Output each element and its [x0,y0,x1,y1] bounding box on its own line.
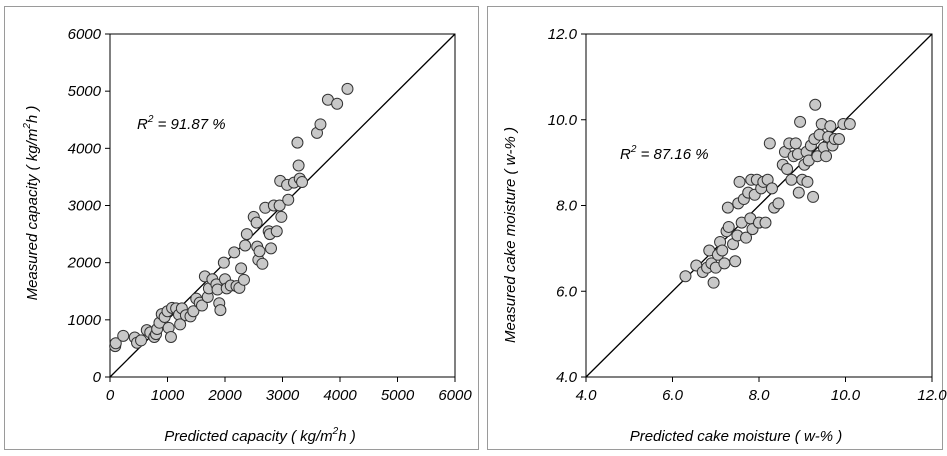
data-point [174,318,187,331]
y-tick-label: 4000 [68,140,102,157]
y-tick-label: 1000 [68,312,102,329]
data-point [187,305,200,318]
data-point [239,239,252,252]
x-tick-label: 3000 [266,387,300,404]
data-point [729,255,742,268]
data-point [237,273,250,286]
data-point [235,262,248,275]
data-point [282,193,295,206]
x-tick-label: 4000 [323,387,357,404]
data-point [718,257,731,270]
data-point [296,176,309,189]
data-point [679,270,692,283]
data-point [217,256,230,269]
data-point [228,246,241,259]
data-point [270,225,283,238]
data-point [794,115,807,128]
y-tick-label: 6000 [68,26,102,43]
data-point [314,118,327,131]
data-point [164,330,177,343]
x-tick-label: 1000 [151,387,185,404]
data-point [785,173,798,186]
x-tick-label: 6.0 [662,387,684,404]
data-point [763,137,776,150]
x-tick-label: 2000 [207,387,242,404]
x-axis-title: Predicted capacity ( kg/m2h ) [164,426,355,445]
data-point [196,299,208,312]
data-point [707,276,720,289]
data-point [759,216,772,229]
data-point [781,163,794,176]
data-point [341,82,354,95]
data-point [331,97,344,110]
data-point [273,199,286,212]
data-point [772,197,785,210]
capacity-scatter-chart: 0 1000 2000 3000 4000 5000 6000 0 1000 2000 3000 40… [22,26,472,445]
data-point [722,220,735,233]
x-tick-label: 8.0 [749,387,771,404]
chart-panel-moisture: 4.0 6.0 8.0 10.0 12.0 4.0 6.0 8.0 10.0 12.0 R2 = … [487,6,947,450]
data-point [265,242,277,255]
y-tick-label: 2000 [67,255,102,272]
data-point [809,98,822,111]
data-point [843,118,856,131]
data-point [716,244,729,257]
data-point [240,228,253,241]
r2-annotation: R2 = 87.16 % [620,144,709,163]
data-point [109,337,122,350]
data-point [721,201,734,214]
x-axis-title: Predicted cake moisture ( w-% ) [630,428,843,445]
data-point [117,329,130,342]
r2-annotation: R2 = 91.87 % [137,114,226,133]
data-point [789,137,802,150]
x-tick-label: 5000 [381,387,415,404]
y-tick-label: 12.0 [548,26,578,43]
moisture-scatter-chart: 4.0 6.0 8.0 10.0 12.0 4.0 6.0 8.0 10.0 12.0 R2 = … [502,26,947,445]
data-point [807,190,820,203]
data-point [824,120,837,133]
y-tick-label: 0 [93,369,102,386]
data-point [256,257,269,270]
y-tick-label: 10.0 [548,112,578,129]
chart-panel-capacity: 0 1000 2000 3000 4000 5000 6000 0 1000 2000 3000 40… [4,6,479,450]
data-point [801,175,814,188]
y-axis-title: Measured capacity ( kg/m2h ) [22,106,41,301]
data-point [250,216,263,229]
x-tick-label: 4.0 [576,387,598,404]
data-point [292,159,305,172]
data-point [740,231,753,244]
data-point [214,304,227,317]
data-point [765,182,778,195]
y-tick-label: 5000 [68,83,102,100]
reference-line [585,33,933,378]
data-point [833,133,846,146]
x-tick-label: 10.0 [831,387,861,404]
y-tick-label: 6.0 [556,283,578,300]
x-tick-label: 0 [106,387,115,404]
data-point [291,136,304,149]
y-tick-label: 8.0 [556,198,578,215]
data-point [275,210,288,223]
data-point [135,334,148,347]
data-point [733,175,746,188]
y-tick-label: 3000 [68,198,102,215]
x-tick-label: 6000 [438,387,472,404]
y-axis-title: Measured cake moisture ( w-% ) [502,127,519,343]
data-point [253,245,266,258]
data-point [792,186,805,199]
x-tick-label: 12.0 [917,387,947,404]
y-tick-label: 4.0 [556,369,578,386]
data-point [820,150,833,163]
